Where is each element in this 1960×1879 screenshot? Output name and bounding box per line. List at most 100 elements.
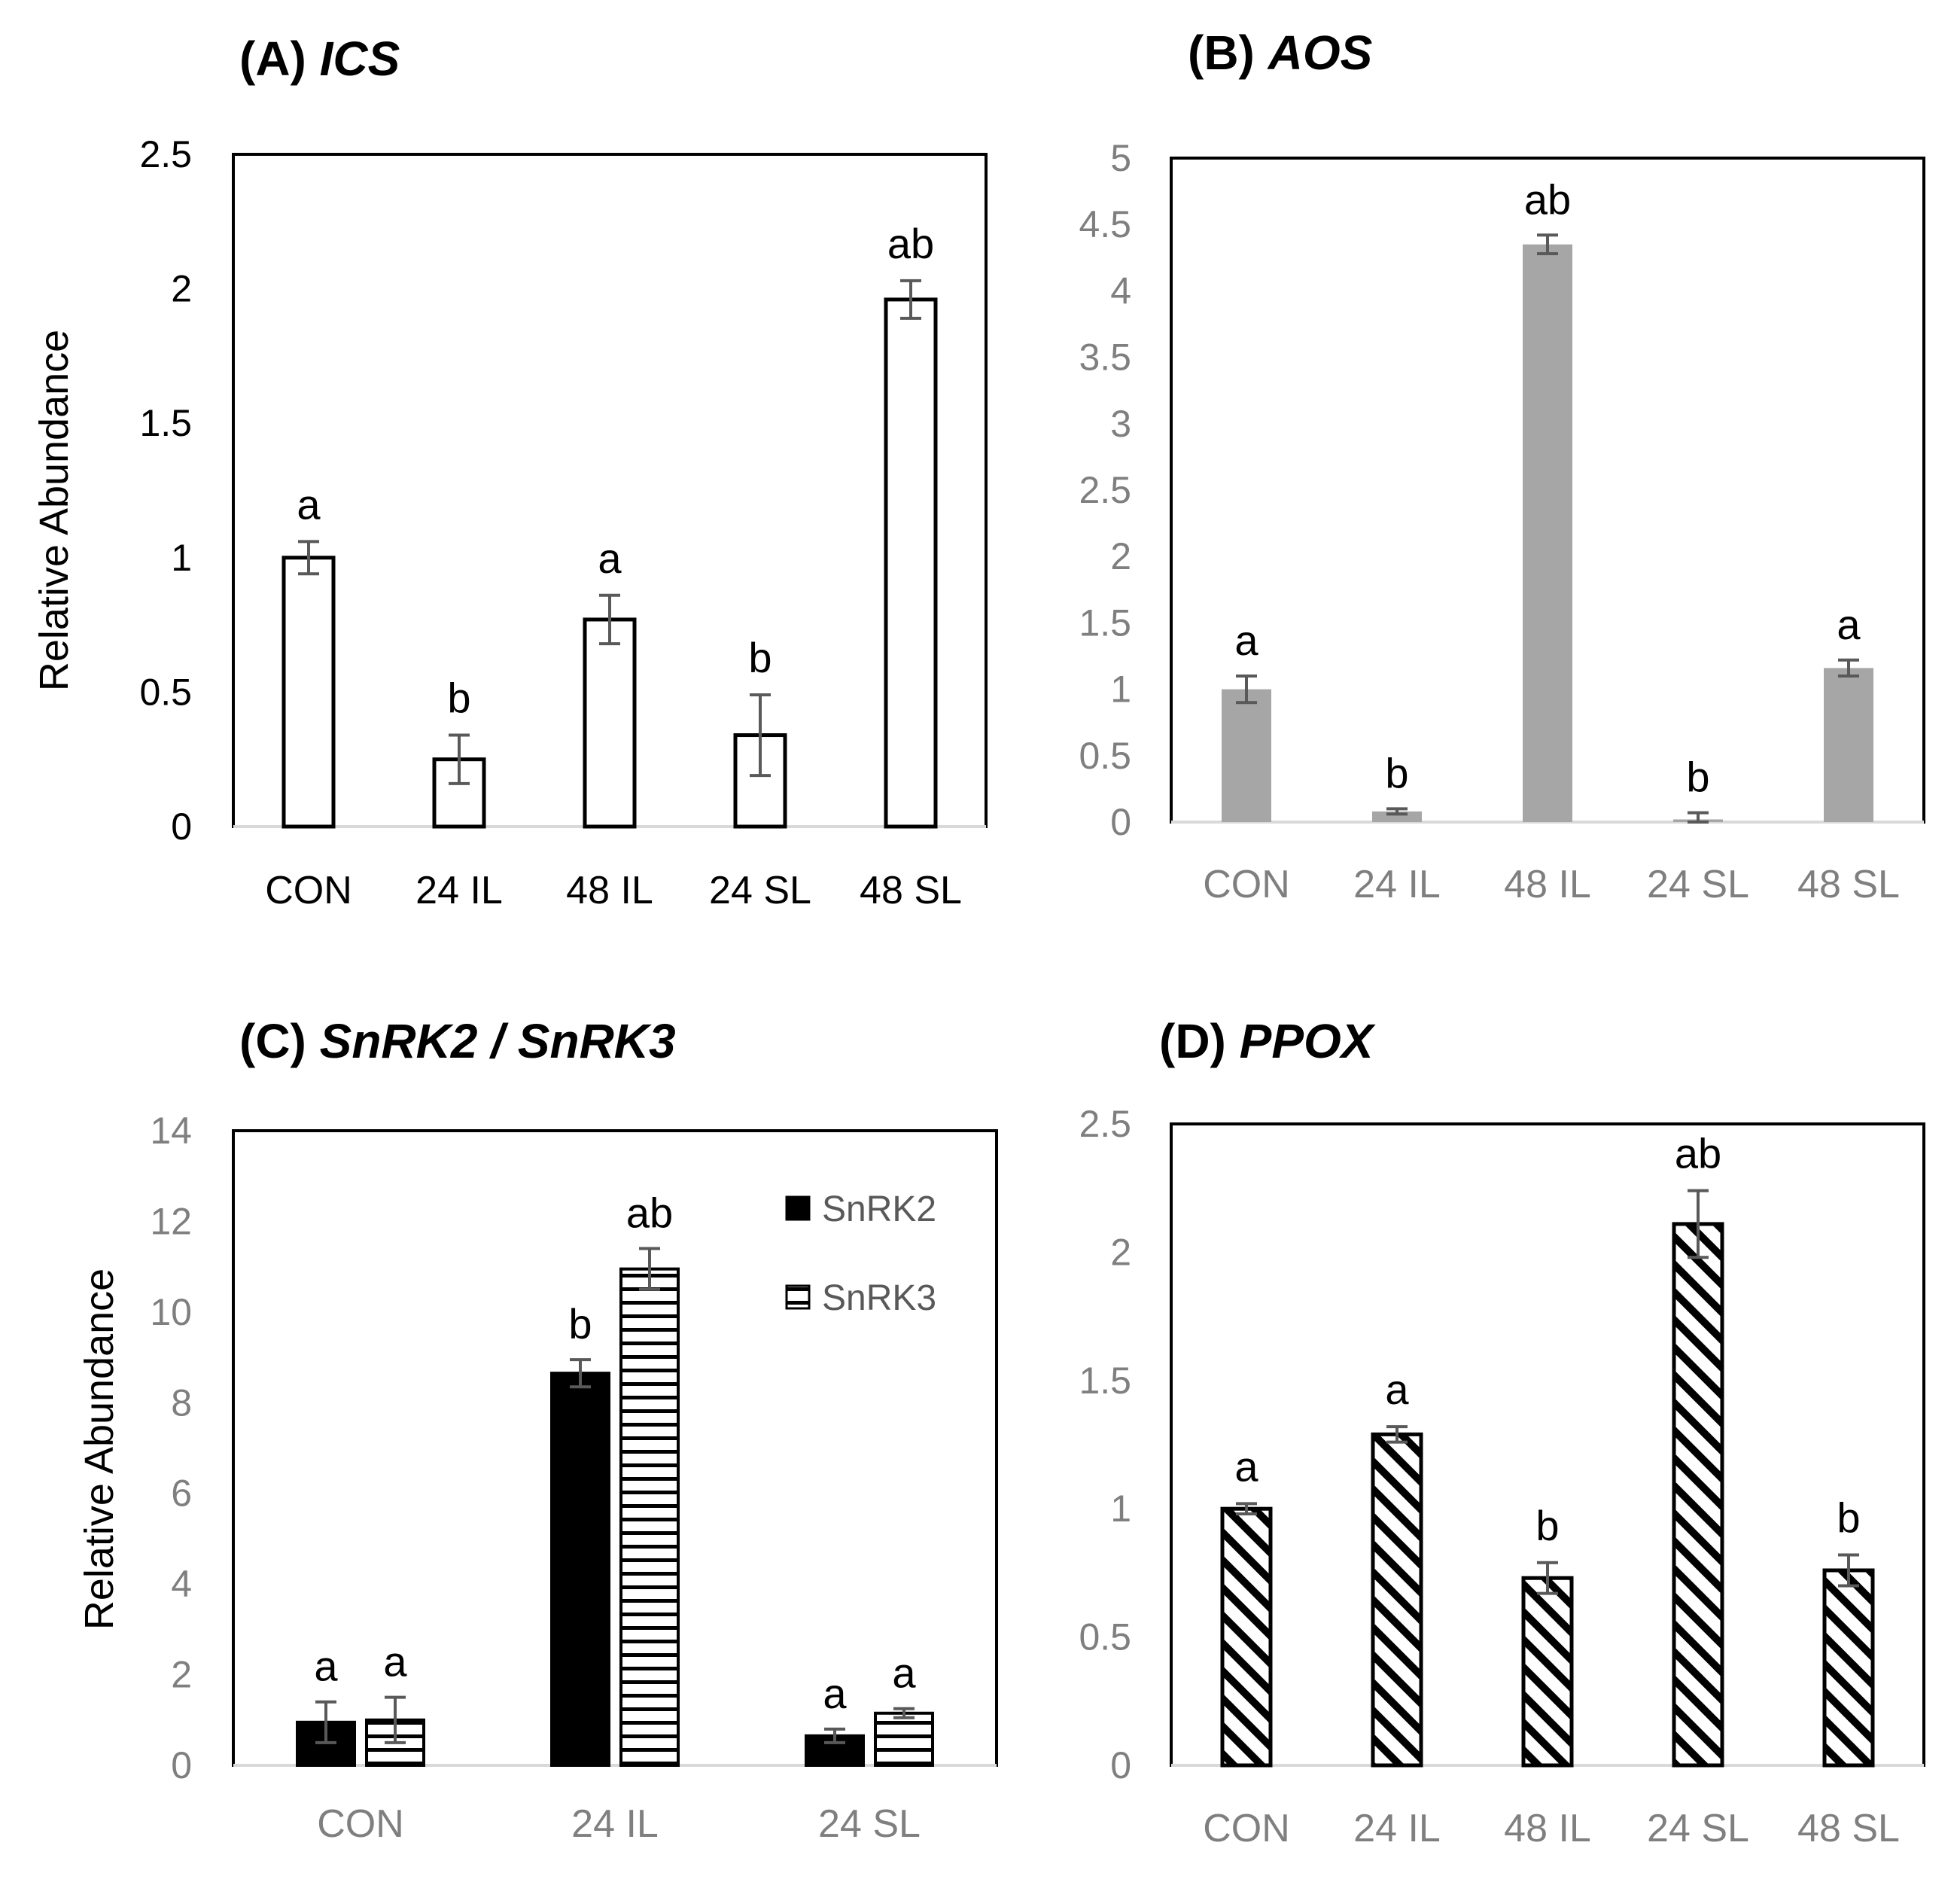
panel-b-y-tick: 4.5 (1079, 203, 1131, 245)
panel-b-y-tick: 3 (1110, 403, 1131, 445)
panel-a-y-ticks: 0 0.5 1 1.5 2 2.5 (139, 133, 192, 848)
panel-a-y-tick: 0.5 (139, 671, 192, 713)
panel-c-y-tick: 10 (150, 1291, 192, 1333)
panel-a-significance-letter: b (447, 675, 470, 722)
panel-d-significance-letter: ab (1675, 1130, 1721, 1177)
panel-d-bar-ppox (1672, 1222, 1724, 1768)
panel-b-significance-letter: a (1234, 617, 1258, 664)
panel-a-x-category: 48 SL (860, 869, 962, 912)
panel-a-significance-letter: b (748, 634, 772, 681)
panel-a-significance-letter: a (297, 480, 321, 528)
panel-a-y-tick: 1 (171, 537, 192, 579)
legend-swatch-snrk2 (785, 1195, 811, 1221)
panel-d-y-tick: 1.5 (1079, 1360, 1131, 1402)
panel-c-y-tick: 8 (171, 1381, 192, 1424)
legend-label-snrk3: SnRK3 (822, 1278, 936, 1318)
panel-d-significance-letter: b (1535, 1502, 1559, 1549)
panel-d-y-tick: 0.5 (1079, 1616, 1131, 1658)
panel-c-y-tick: 0 (171, 1744, 192, 1786)
panel-d-x-category: 24 SL (1647, 1807, 1749, 1850)
panel-d-significance-letter: b (1837, 1494, 1860, 1542)
panel-b-x-category: 48 SL (1797, 863, 1900, 906)
panel-a-title: (A) ICS (239, 32, 400, 86)
panel-d-bar-ppox (1371, 1432, 1423, 1768)
panel-a-x-category: 24 SL (709, 869, 811, 912)
panel-b-y-tick: 2 (1110, 535, 1131, 577)
panel-b-significance-letter: ab (1524, 175, 1571, 223)
panel-d-x-category: 48 IL (1504, 1807, 1591, 1850)
panel-a-y-tick: 1.5 (139, 402, 192, 444)
panel-a-x-category: 48 IL (566, 869, 653, 912)
panel-c-x-category: CON (317, 1802, 404, 1846)
panel-c-significance-letter: a (892, 1649, 916, 1697)
panel-b-significance-letter: a (1837, 601, 1861, 648)
panel-c-snrk-chart: (C) SnRK2 / SnRK3 Relative Abundance a b a… (77, 1014, 998, 1846)
panel-d-bar-ppox (1822, 1568, 1875, 1768)
panel-a-x-categories: CON 24 IL 48 IL 24 SL 48 SL (265, 869, 962, 912)
panel-c-bar-snrk2 (550, 1372, 610, 1768)
panel-c-bar-snrk3 (874, 1711, 934, 1768)
panel-b-y-tick: 4 (1110, 270, 1131, 312)
panel-a-x-category: 24 IL (415, 869, 503, 912)
panel-a-significance-letter: ab (887, 220, 934, 267)
panel-b-x-categories: CON 24 IL 48 IL 24 SL 48 SL (1203, 863, 1900, 906)
panel-d-x-categories: CON 24 IL 48 IL 24 SL 48 SL (1203, 1807, 1900, 1850)
panel-d-x-category: 48 SL (1797, 1807, 1900, 1850)
panel-c-y-tick: 4 (171, 1563, 192, 1605)
panel-b-x-category: CON (1203, 863, 1290, 906)
panel-b-title: (B) AOS (1188, 26, 1373, 80)
panel-b-y-ticks: 0 0.5 1 1.5 2 2.5 3 3.5 4 4.5 5 (1079, 137, 1131, 843)
panel-a-y-axis-label: Relative Abundance (32, 330, 77, 691)
panel-b-x-category: 24 SL (1647, 863, 1749, 906)
panel-c-legend: SnRK2 SnRK3 (785, 1189, 936, 1318)
panel-d-y-tick: 2 (1110, 1231, 1131, 1273)
panel-c-significance-letter: a (383, 1638, 407, 1686)
panel-b-significance-letter: b (1686, 754, 1709, 801)
panel-c-y-tick: 12 (150, 1200, 192, 1242)
panel-c-y-tick: 14 (150, 1110, 192, 1152)
panel-c-significance-letter: a (314, 1643, 338, 1690)
panel-d-y-tick: 2.5 (1079, 1103, 1131, 1145)
panel-b-y-tick: 0.5 (1079, 735, 1131, 777)
panel-c-y-axis-label: Relative Abundance (77, 1268, 122, 1630)
panel-b-x-category: 24 IL (1353, 863, 1441, 906)
panel-c-title: (C) SnRK2 / SnRK3 (239, 1014, 676, 1068)
panel-c-significance-letter: a (823, 1670, 847, 1717)
panel-c-x-categories: CON 24 IL 24 SL (317, 1802, 921, 1846)
panel-b-bar-aos (1824, 668, 1873, 822)
panel-b-y-tick: 1.5 (1079, 601, 1131, 644)
panel-d-bar-ppox (1220, 1506, 1273, 1768)
panel-b-x-category: 48 IL (1504, 863, 1591, 906)
panel-d-x-category: CON (1203, 1807, 1290, 1850)
panel-b-y-tick: 2.5 (1079, 469, 1131, 511)
panel-b-bar-aos (1222, 689, 1271, 822)
panel-c-x-category: 24 SL (818, 1802, 921, 1846)
panel-a-bar-ics (282, 556, 336, 829)
panel-c-y-tick: 6 (171, 1472, 192, 1515)
legend-label-snrk2: SnRK2 (822, 1189, 936, 1229)
panel-d-title: (D) PPOX (1159, 1014, 1376, 1068)
panel-c-x-category: 24 IL (571, 1802, 659, 1846)
panel-c-bar-snrk3 (619, 1267, 680, 1767)
panel-a-x-category: CON (265, 869, 352, 912)
panel-d-significance-letter: a (1234, 1442, 1258, 1490)
panel-c-significance-letter: b (568, 1300, 592, 1348)
panel-b-y-tick: 3.5 (1079, 337, 1131, 379)
panel-d-y-tick: 0 (1110, 1744, 1131, 1786)
panel-b-bar-aos (1372, 811, 1422, 822)
panel-b-bar-aos (1523, 244, 1572, 822)
panel-b-y-tick: 5 (1110, 137, 1131, 179)
panel-b-significance-letter: b (1385, 749, 1408, 796)
panel-d-x-category: 24 IL (1353, 1807, 1441, 1850)
panel-a-bar-ics (884, 297, 938, 829)
legend-swatch-snrk3 (785, 1284, 811, 1310)
panel-d-bar-ppox (1521, 1576, 1574, 1768)
panel-b-y-tick: 0 (1110, 801, 1131, 843)
